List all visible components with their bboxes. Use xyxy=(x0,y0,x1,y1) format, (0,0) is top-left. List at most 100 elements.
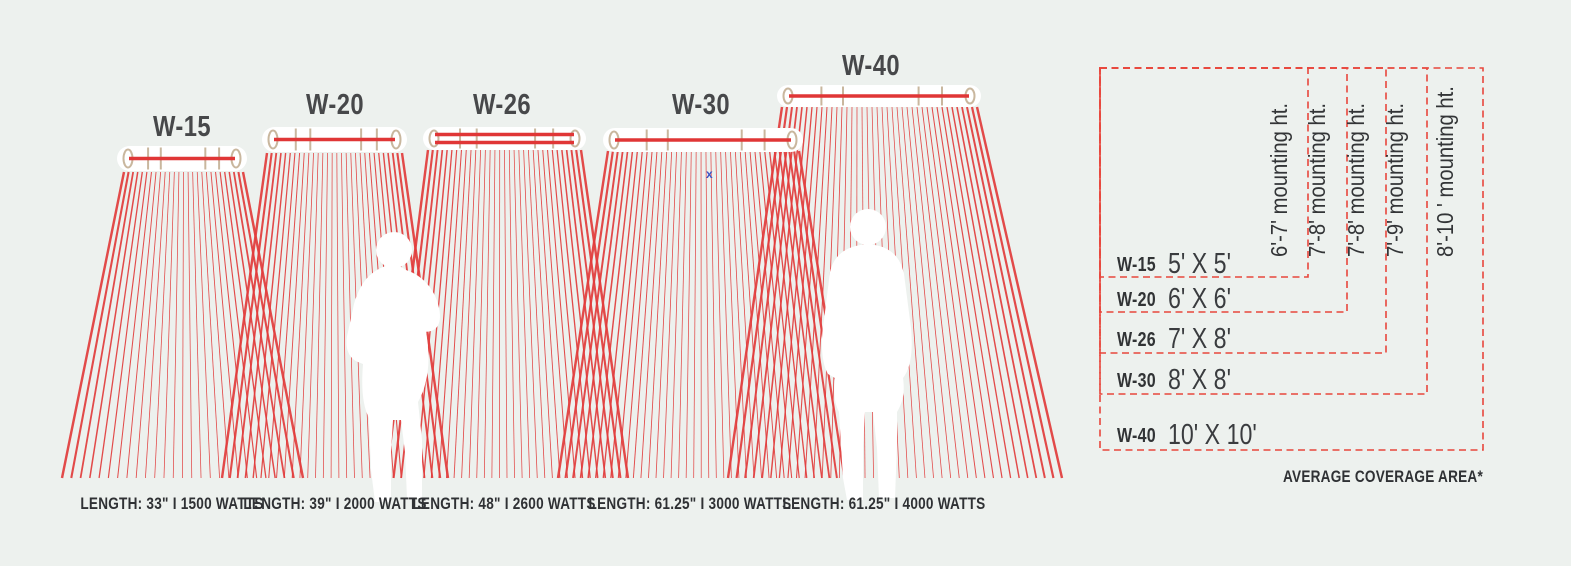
heater-bar-w15 xyxy=(117,146,247,171)
table-row: W-30 8' X 8' xyxy=(1117,362,1231,395)
heat-ray xyxy=(187,171,193,479)
silhouette-bag xyxy=(406,270,440,332)
length-label-w30: LENGTH: 61.25" I 3000 WATTS xyxy=(589,495,792,514)
heat-rays-w26 xyxy=(384,149,630,479)
heat-ray xyxy=(579,149,630,479)
heat-ray xyxy=(556,150,610,479)
row-area-w15: 5' X 5' xyxy=(1168,246,1231,279)
heat-ray xyxy=(117,171,152,479)
heat-ray xyxy=(778,106,813,479)
heat-ray xyxy=(602,150,639,479)
heat-ray xyxy=(726,106,784,479)
heat-ray xyxy=(556,149,591,479)
heat-ray xyxy=(579,150,624,479)
row-area-w40: 10' X 10' xyxy=(1168,417,1257,450)
heat-ray xyxy=(793,150,846,479)
heater-bar-w26 xyxy=(423,127,586,150)
heat-ray xyxy=(126,171,157,479)
heat-ray xyxy=(625,150,653,479)
heat-ray xyxy=(98,171,143,479)
heat-ray xyxy=(513,149,523,479)
heat-ray xyxy=(770,106,808,479)
heat-ray xyxy=(430,149,458,479)
heat-ray xyxy=(678,150,687,479)
heat-ray xyxy=(182,171,184,479)
heater-title-w15: W-15 xyxy=(153,110,211,143)
row-area-w26: 7' X 8' xyxy=(1168,321,1231,354)
heat-ray xyxy=(896,106,926,479)
heat-ray xyxy=(655,150,673,479)
coverage-box-w40 xyxy=(1099,67,1484,451)
heat-ray xyxy=(491,149,496,479)
heat-ray xyxy=(931,106,986,479)
heat-ray xyxy=(970,106,1055,479)
heat-ray xyxy=(508,149,515,479)
heat-ray xyxy=(483,149,491,479)
heat-ray xyxy=(632,150,658,479)
heat-ray xyxy=(564,150,614,479)
heat-ray xyxy=(236,152,278,479)
heat-ray xyxy=(744,106,793,479)
heater-title-w40: W-40 xyxy=(842,49,900,82)
heat-ray xyxy=(754,150,785,479)
heat-ray xyxy=(341,152,348,479)
heat-ray xyxy=(804,106,828,479)
heat-ray xyxy=(663,150,677,479)
row-model-w15: W-15 xyxy=(1117,253,1156,275)
coverage-box-w20 xyxy=(1099,67,1348,313)
heat-ray xyxy=(759,150,793,479)
length-label-w26: LENGTH: 48" I 2600 WATTS xyxy=(412,495,595,514)
heat-ray xyxy=(916,106,960,479)
heat-ray xyxy=(172,171,180,479)
heat-ray xyxy=(594,150,634,479)
heat-ray xyxy=(532,149,553,479)
heat-ray xyxy=(951,106,1020,479)
heat-ray xyxy=(299,152,314,479)
heater-bar-w30 xyxy=(603,128,803,152)
heat-ray xyxy=(761,106,803,479)
heat-ray xyxy=(961,106,1038,479)
silhouette-body xyxy=(821,244,912,500)
heat-ray xyxy=(528,149,546,479)
heat-ray xyxy=(145,171,166,479)
heat-ray xyxy=(241,171,305,479)
heat-ray xyxy=(276,152,301,479)
heat-ray xyxy=(735,106,789,479)
heat-ray xyxy=(252,152,287,479)
heat-ray xyxy=(315,152,324,479)
heat-ray xyxy=(587,150,629,479)
row-area-w30: 8' X 8' xyxy=(1168,362,1231,395)
length-label-w40: LENGTH: 61.25" I 4000 WATTS xyxy=(783,495,986,514)
mounting-ht-w15: 6'-7' mounting ht. xyxy=(1266,103,1293,257)
heater-bars-layer xyxy=(117,85,981,171)
table-footnote: AVERAGE COVERAGE AREA* xyxy=(1283,468,1483,487)
heat-ray xyxy=(570,149,614,479)
mounting-ht-w20: 7'-8' mounting ht. xyxy=(1304,103,1331,257)
heat-ray xyxy=(648,150,668,479)
heat-ray xyxy=(795,106,823,479)
silhouette-head xyxy=(850,209,886,245)
heat-ray xyxy=(523,149,538,479)
heat-ray xyxy=(749,150,778,479)
heat-ray xyxy=(936,106,995,479)
heat-ray xyxy=(291,152,310,479)
row-model-w26: W-26 xyxy=(1117,328,1156,350)
person-silhouette-male xyxy=(821,209,912,500)
length-label-w20: LENGTH: 39" I 2000 WATTS xyxy=(243,495,426,514)
heat-ray xyxy=(565,149,607,479)
heat-ray xyxy=(921,106,969,479)
heat-ray xyxy=(744,150,770,479)
heat-ray xyxy=(438,149,462,479)
heater-housing xyxy=(423,127,586,150)
heat-ray xyxy=(752,106,798,479)
heat-ray xyxy=(610,150,643,479)
table-row: W-26 7' X 8' xyxy=(1117,321,1231,354)
table-row: W-40 10' X 10' xyxy=(1117,417,1257,450)
person-silhouette-female xyxy=(346,232,440,502)
heat-ray xyxy=(196,171,211,479)
heat-ray xyxy=(693,150,697,479)
heat-ray xyxy=(734,150,755,479)
heat-ray xyxy=(336,152,340,479)
heat-ray xyxy=(220,152,269,479)
heat-ray xyxy=(547,149,576,479)
